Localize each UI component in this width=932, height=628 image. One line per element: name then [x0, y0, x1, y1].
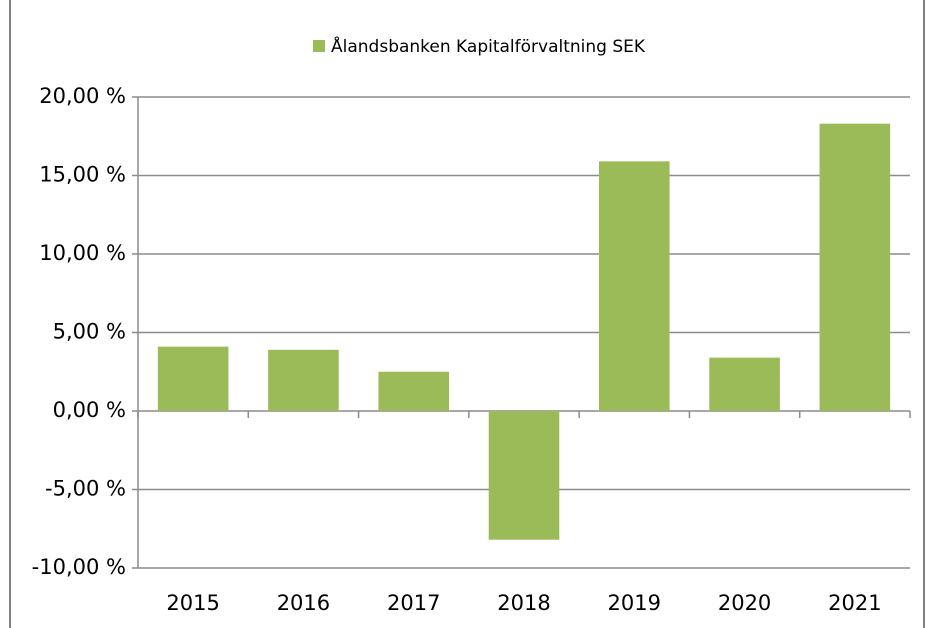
bar [378, 371, 450, 411]
legend-label: Ålandsbanken Kapitalförvaltning SEK [331, 35, 646, 57]
y-tick-label: 15,00 % [39, 163, 126, 187]
x-tick-label: 2018 [497, 591, 550, 615]
y-tick-label: 10,00 % [39, 241, 126, 265]
x-tick-label: 2017 [387, 591, 440, 615]
y-tick-label: -5,00 % [45, 477, 126, 501]
y-tick-label: 0,00 % [53, 398, 126, 422]
bar [157, 346, 229, 411]
bar [819, 123, 891, 411]
bar [598, 161, 670, 411]
x-tick-label: 2016 [277, 591, 330, 615]
x-tick-label: 2020 [718, 591, 771, 615]
chart-frame [9, 0, 925, 628]
x-tick-label: 2015 [166, 591, 219, 615]
x-tick-label: 2021 [828, 591, 881, 615]
y-tick-label: 20,00 % [39, 84, 126, 108]
bar [268, 349, 339, 411]
bar [488, 411, 560, 540]
legend-swatch [313, 40, 325, 52]
y-tick-label: -10,00 % [32, 555, 126, 579]
y-tick-label: 5,00 % [53, 320, 126, 344]
x-tick-label: 2019 [608, 591, 661, 615]
bar [709, 357, 780, 411]
